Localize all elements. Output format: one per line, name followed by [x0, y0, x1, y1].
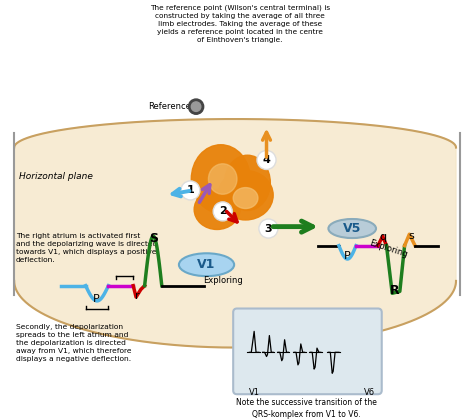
- Text: V1: V1: [197, 258, 216, 271]
- Text: Horizontal plane: Horizontal plane: [19, 172, 93, 181]
- Circle shape: [213, 202, 232, 221]
- Text: Exploring: Exploring: [368, 238, 409, 259]
- Text: r: r: [135, 291, 139, 301]
- Text: The right atrium is activated first
and the depolarizing wave is directed
toward: The right atrium is activated first and …: [16, 233, 157, 263]
- Text: Exploring: Exploring: [203, 276, 243, 285]
- Ellipse shape: [225, 155, 270, 210]
- Polygon shape: [14, 119, 456, 347]
- Text: s: s: [409, 231, 414, 241]
- Text: P: P: [93, 294, 100, 304]
- Ellipse shape: [194, 189, 240, 230]
- Text: 1: 1: [186, 186, 194, 195]
- Text: R: R: [390, 284, 400, 297]
- Text: V6: V6: [364, 388, 375, 396]
- Ellipse shape: [233, 188, 258, 209]
- Text: 4: 4: [263, 155, 271, 165]
- Ellipse shape: [179, 253, 234, 276]
- Circle shape: [189, 99, 204, 114]
- Circle shape: [259, 219, 278, 238]
- Text: Note the successive transition of the
QRS-komplex from V1 to V6.: Note the successive transition of the QR…: [236, 398, 377, 419]
- FancyBboxPatch shape: [233, 308, 382, 394]
- Text: 3: 3: [264, 223, 272, 233]
- Ellipse shape: [209, 164, 237, 194]
- Text: P: P: [344, 251, 351, 261]
- Ellipse shape: [328, 219, 376, 238]
- Circle shape: [181, 181, 200, 200]
- Text: The reference point (Wilson's central terminal) is
constructed by taking the ave: The reference point (Wilson's central te…: [150, 5, 330, 43]
- Text: Secondly, the depolarization
spreads to the left atrium and
the depolarization i: Secondly, the depolarization spreads to …: [16, 324, 132, 362]
- Text: Reference: Reference: [148, 102, 191, 111]
- Circle shape: [191, 102, 201, 111]
- Text: 2: 2: [219, 207, 227, 216]
- Ellipse shape: [191, 145, 250, 213]
- Ellipse shape: [218, 171, 273, 220]
- Circle shape: [257, 150, 276, 170]
- Text: q: q: [379, 233, 386, 242]
- Text: V1: V1: [249, 388, 260, 396]
- Text: V5: V5: [343, 222, 361, 235]
- Text: S: S: [149, 233, 158, 246]
